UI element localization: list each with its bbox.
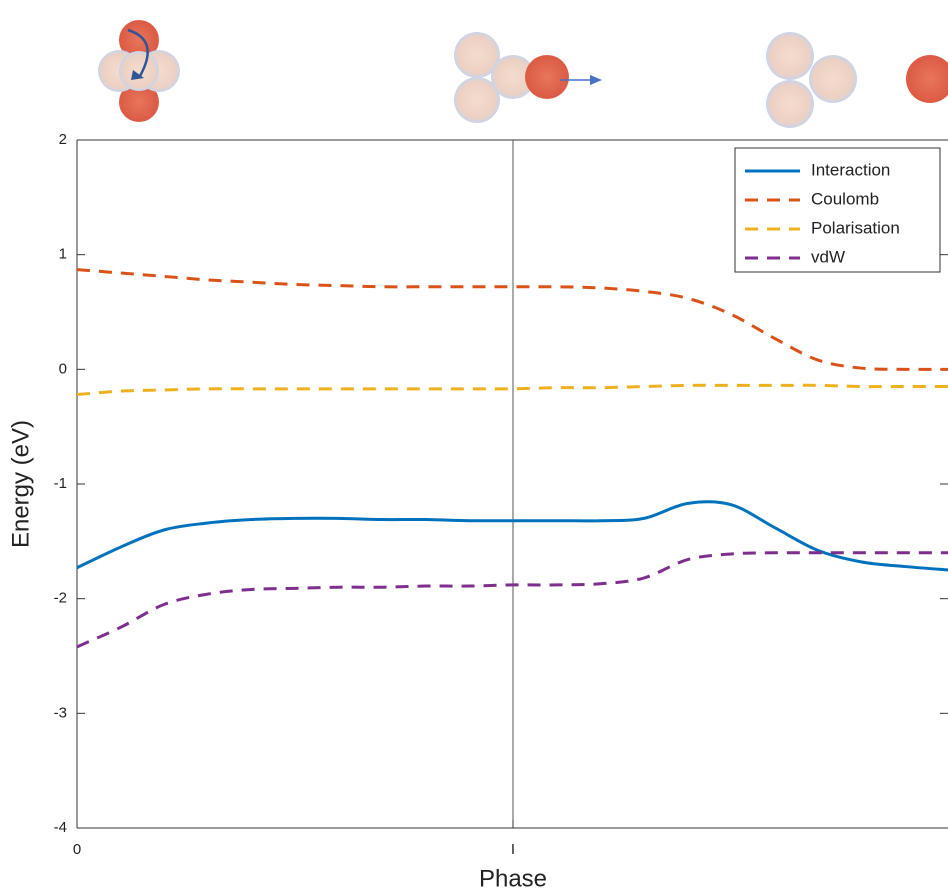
chart: Phase Energy (eV) -4-3-2-10120IIInteract… (0, 0, 948, 895)
y-tick-label: -3 (54, 704, 67, 721)
y-tick-label: 2 (59, 131, 67, 148)
y-tick-label: 0 (59, 360, 67, 377)
x-tick-label: I (511, 841, 515, 858)
legend-label: Coulomb (811, 189, 879, 208)
x-axis-title: Phase (479, 865, 547, 892)
legend-label: Interaction (811, 160, 890, 179)
y-tick-label: -2 (54, 590, 67, 607)
y-tick-label: 1 (59, 246, 67, 263)
y-tick-label: -1 (54, 475, 67, 492)
y-axis-title: Energy (eV) (7, 420, 34, 548)
x-tick-label: 0 (73, 841, 81, 858)
y-tick-label: -4 (54, 819, 67, 836)
legend-label: Polarisation (811, 218, 900, 237)
legend-label: vdW (811, 247, 845, 266)
molecule-illustrations (98, 20, 948, 128)
